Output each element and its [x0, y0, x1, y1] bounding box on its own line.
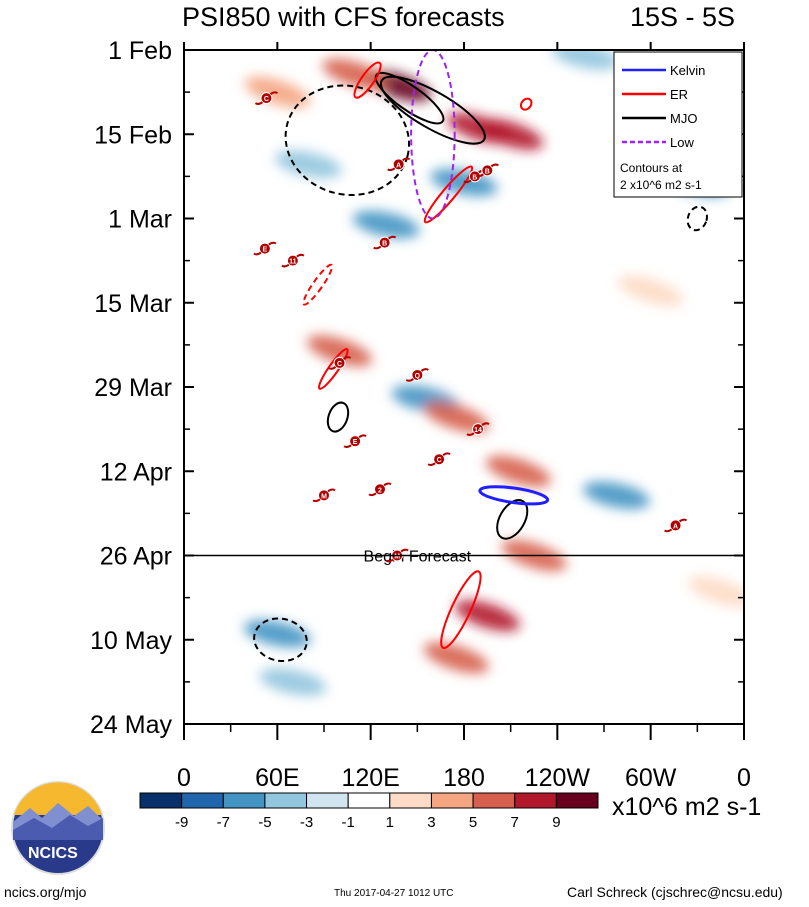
colorbar-box-1: [182, 793, 224, 808]
chart-title: PSI850 with CFS forecasts: [182, 2, 505, 33]
storm-label-4: E: [263, 247, 268, 254]
y-tick-label-5: 12 Apr: [100, 458, 172, 486]
y-tick-label-1: 15 Feb: [94, 121, 172, 149]
colorbar-units: x10^6 m2 s-1: [612, 793, 761, 822]
colorbar-box-7: [431, 793, 473, 808]
colorbar-label-4: -1: [342, 814, 355, 831]
x-tick-label-1: 60E: [255, 764, 299, 792]
y-tick-label-2: 1 Mar: [108, 206, 172, 234]
colorbar-label-9: 9: [552, 814, 560, 831]
footer-timestamp: Thu 2017-04-27 1012 UTC: [334, 888, 454, 899]
x-tick-label-0: 0: [177, 764, 191, 792]
colorbar-box-2: [223, 793, 265, 808]
forecast-label: Begin Forecast: [364, 549, 472, 566]
storm-label-6: B: [382, 241, 387, 248]
colorbar-box-0: [140, 793, 182, 808]
storm-label-15: M: [394, 554, 400, 561]
storm-label-7: C: [337, 361, 342, 368]
x-tick-label-2: 120E: [341, 764, 399, 792]
storm-label-5: 11: [289, 259, 297, 266]
legend: Kelvin ER MJO Low: [614, 52, 742, 197]
legend-note-line1: Contours at: [620, 161, 682, 175]
storm-label-11: C: [437, 457, 442, 464]
legend-label-kelvin: Kelvin: [670, 63, 705, 78]
colorbar: -9 -7 -5 -3 -1 1 3 5 7 9: [140, 793, 598, 831]
colorbar-box-6: [390, 793, 432, 808]
region-label: 15S - 5S: [630, 2, 735, 33]
y-tick-label-3: 15 Mar: [94, 290, 172, 318]
legend-label-low: Low: [670, 135, 694, 150]
x-tick-label-5: 60W: [625, 764, 677, 792]
y-tick-label-8: 24 May: [90, 711, 172, 739]
legend-label-er: ER: [670, 87, 688, 102]
colorbar-box-5: [348, 793, 390, 808]
colorbar-box-3: [265, 793, 307, 808]
storm-label-9: E: [353, 439, 358, 446]
colorbar-label-7: 5: [469, 814, 477, 831]
colorbar-label-3: -3: [300, 814, 313, 831]
footer-url[interactable]: ncics.org/mjo: [4, 884, 86, 900]
storm-label-0: C: [264, 96, 269, 103]
colorbar-label-0: -9: [175, 814, 188, 831]
x-tick-label-4: 120W: [525, 764, 591, 792]
legend-label-mjo: MJO: [670, 111, 697, 126]
colorbar-label-5: 1: [386, 814, 394, 831]
footer-author: Carl Schreck (cjschrec@ncsu.edu): [567, 884, 783, 900]
colorbar-label-6: 3: [427, 814, 435, 831]
legend-note-line2: 2 x10^6 m2 s-1: [620, 178, 702, 192]
storm-label-14: A: [673, 523, 678, 530]
x-tick-label-3: 180: [443, 764, 485, 792]
x-tick-label-6: 0: [737, 764, 751, 792]
y-tick-label-4: 29 Mar: [94, 374, 172, 402]
colorbar-label-2: -5: [258, 814, 271, 831]
colorbar-box-10: [556, 793, 598, 808]
y-tick-label-7: 10 May: [90, 627, 172, 655]
storm-label-10: 14: [474, 427, 482, 434]
y-tick-label-6: 26 Apr: [100, 543, 172, 571]
storm-label-1: A: [396, 162, 401, 169]
colorbar-label-8: 7: [511, 814, 519, 831]
colorbar-label-1: -7: [217, 814, 230, 831]
y-tick-label-0: 1 Feb: [108, 37, 172, 65]
colorbar-box-8: [473, 793, 515, 808]
storm-label-8: Q: [415, 373, 421, 380]
ncics-logo-text: NCICS: [28, 845, 78, 863]
storm-label-13: M: [321, 493, 327, 500]
storm-label-12: 2: [378, 487, 382, 494]
colorbar-box-9: [515, 793, 557, 808]
colorbar-box-4: [307, 793, 349, 808]
storm-label-3: B: [485, 168, 490, 175]
